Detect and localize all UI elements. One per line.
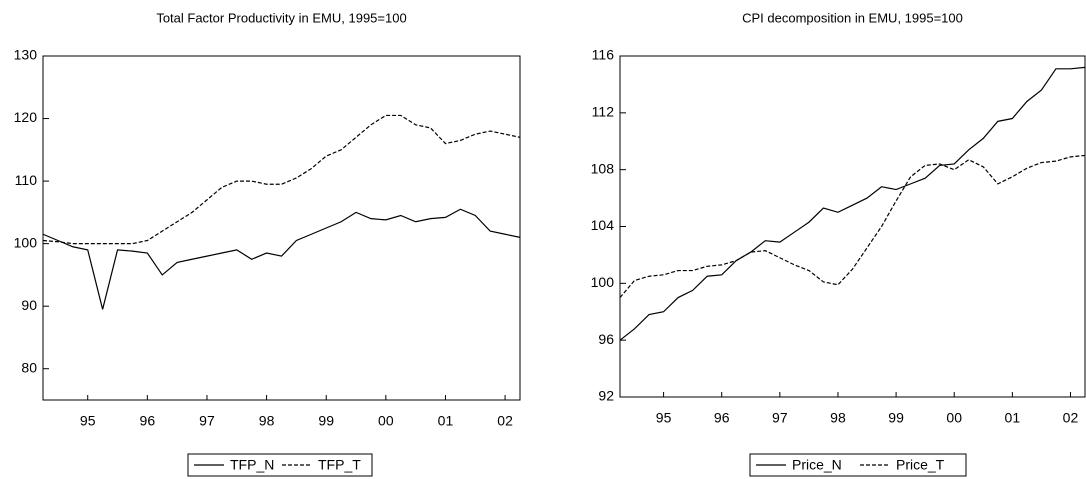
y-tick-label: 108 <box>591 160 615 176</box>
x-tick-label: 97 <box>772 410 788 426</box>
y-tick-label: 100 <box>14 234 38 250</box>
x-tick-label: 00 <box>378 413 394 429</box>
plot-frame <box>42 55 521 401</box>
y-tick-label: 90 <box>21 297 37 313</box>
plot-frame <box>619 55 1086 398</box>
y-tick-label: 80 <box>21 359 37 375</box>
series-line <box>619 154 1086 298</box>
legend-box <box>749 453 967 477</box>
series-line <box>42 114 521 245</box>
y-tick-label: 100 <box>591 274 615 290</box>
x-tick-label: 01 <box>438 413 454 429</box>
legend-label: Price_T <box>896 457 945 473</box>
legend-label: TFP_N <box>230 457 274 473</box>
x-tick-label: 98 <box>830 410 846 426</box>
x-tick-label: 99 <box>888 410 904 426</box>
y-tick-label: 116 <box>592 47 615 63</box>
y-tick-label: 120 <box>14 109 38 125</box>
x-tick-label: 95 <box>80 413 96 429</box>
x-tick-label: 98 <box>259 413 275 429</box>
series-line <box>42 208 521 310</box>
x-tick-label: 02 <box>497 413 513 429</box>
x-tick-label: 02 <box>1063 410 1079 426</box>
legend-box <box>187 453 373 477</box>
y-tick-label: 92 <box>598 388 614 404</box>
y-tick-label: 110 <box>15 172 38 188</box>
x-tick-label: 01 <box>1005 410 1021 426</box>
x-tick-label: 96 <box>140 413 156 429</box>
legend-label: Price_N <box>792 457 842 473</box>
x-tick-label: 96 <box>714 410 730 426</box>
x-tick-label: 97 <box>199 413 215 429</box>
chart-title: CPI decomposition in EMU, 1995=100 <box>742 10 963 25</box>
x-tick-label: 99 <box>318 413 334 429</box>
x-tick-label: 95 <box>656 410 672 426</box>
y-tick-label: 104 <box>591 217 615 233</box>
series-line <box>619 66 1086 341</box>
x-tick-label: 00 <box>946 410 962 426</box>
y-tick-label: 96 <box>598 331 614 347</box>
y-tick-label: 130 <box>14 47 38 63</box>
legend-label: TFP_T <box>318 457 361 473</box>
y-tick-label: 112 <box>592 104 615 120</box>
chart-title: Total Factor Productivity in EMU, 1995=1… <box>156 10 406 25</box>
